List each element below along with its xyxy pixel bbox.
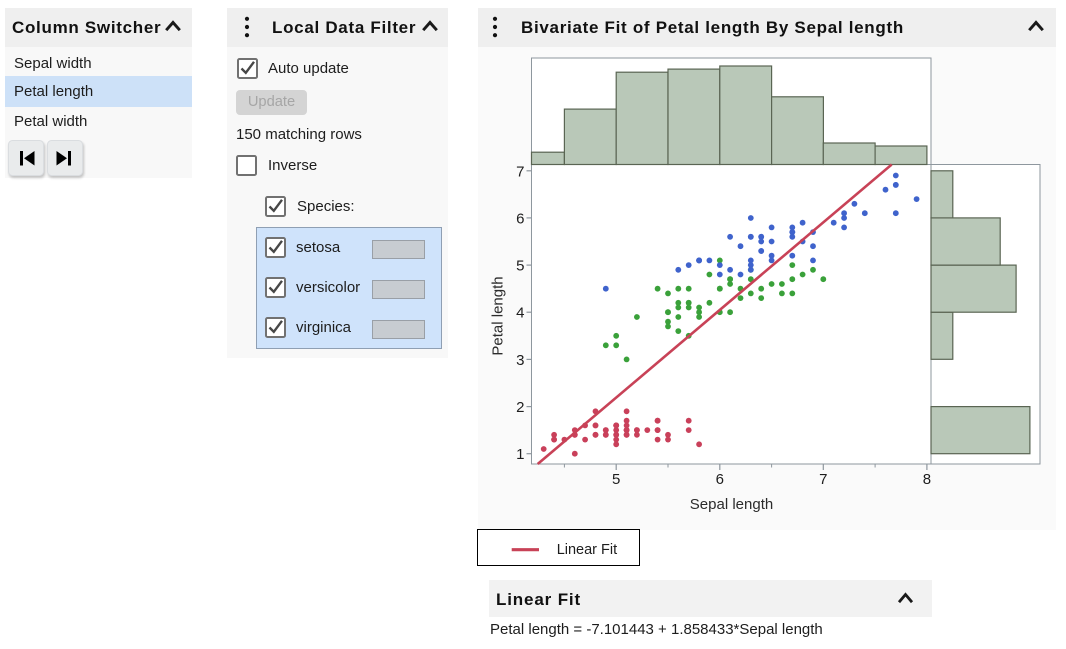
svg-text:5: 5: [612, 471, 620, 488]
svg-text:4: 4: [516, 305, 524, 322]
svg-text:2: 2: [516, 399, 524, 416]
svg-text:6: 6: [716, 471, 724, 488]
svg-text:Petal length: Petal length: [489, 276, 506, 355]
svg-text:1: 1: [516, 446, 524, 463]
svg-text:6: 6: [516, 210, 524, 227]
svg-text:Sepal length: Sepal length: [690, 496, 773, 513]
svg-text:7: 7: [516, 163, 524, 180]
svg-text:5: 5: [516, 258, 524, 275]
svg-text:3: 3: [516, 352, 524, 369]
svg-text:8: 8: [923, 471, 931, 488]
svg-text:7: 7: [819, 471, 827, 488]
